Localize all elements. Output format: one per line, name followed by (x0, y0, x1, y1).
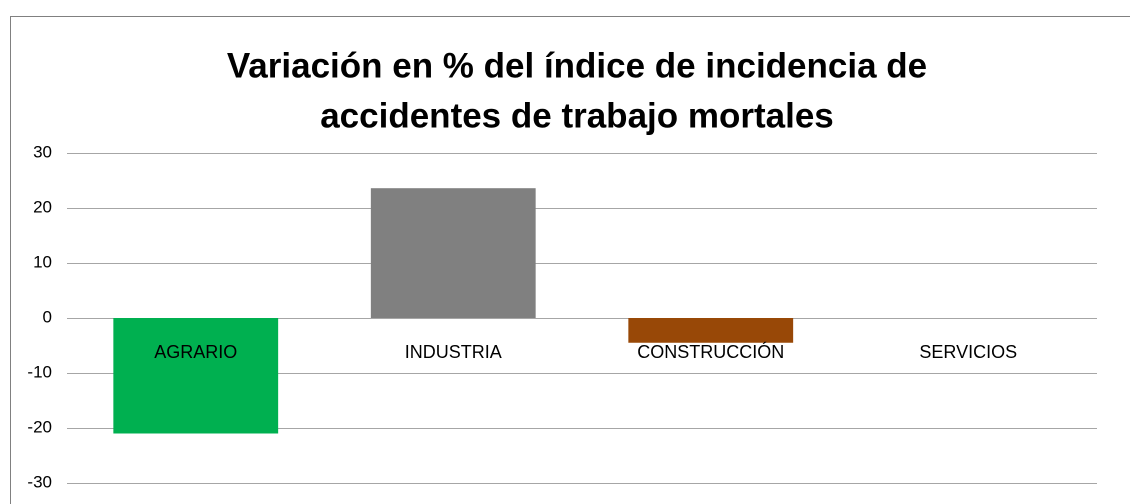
x-tick-label: INDUSTRIA (405, 342, 502, 362)
bar (113, 318, 279, 434)
y-tick-label: 20 (33, 197, 52, 216)
bar (628, 318, 794, 343)
y-tick-label: -10 (27, 362, 52, 381)
x-tick-label: AGRARIO (154, 342, 237, 362)
x-tick-label: SERVICIOS (919, 342, 1017, 362)
chart-title: Variación en % del índice de incidencia … (227, 46, 927, 85)
y-tick-label: 30 (33, 142, 52, 161)
y-tick-label: -20 (27, 417, 52, 436)
y-tick-label: 0 (43, 307, 52, 326)
y-tick-label: 10 (33, 252, 52, 271)
y-tick-label: -30 (27, 472, 52, 491)
chart-title: accidentes de trabajo mortales (320, 96, 834, 135)
bar (370, 188, 536, 318)
x-tick-label: CONSTRUCCIÓN (637, 341, 784, 362)
